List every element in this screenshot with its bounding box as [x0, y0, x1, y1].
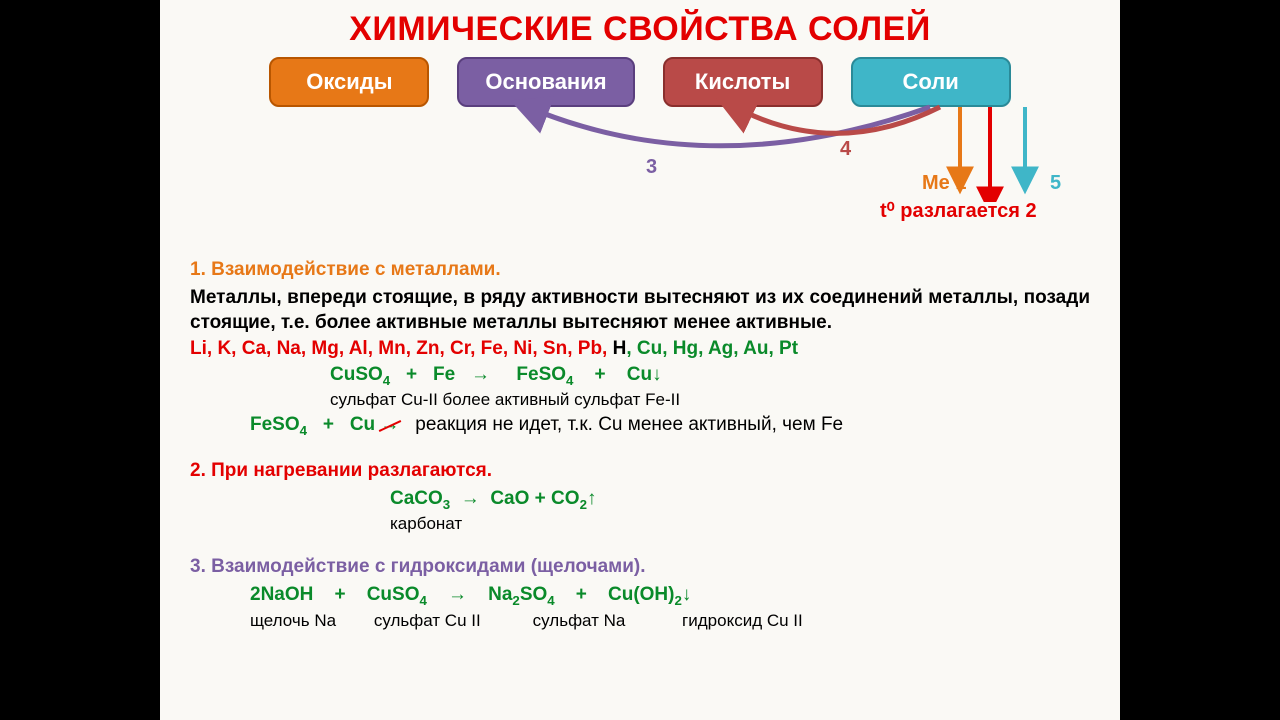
eq2-cu: Cu — [350, 414, 375, 435]
eq1-sublabels: сульфат Cu-II более активный сульфат Fe-… — [330, 389, 1090, 412]
section3-head: 3. Взаимодействие с гидроксидами (щелоча… — [190, 554, 1090, 580]
activity-series: Li, K, Ca, Na, Mg, Al, Mn, Zn, Cr, Fe, N… — [190, 336, 1090, 362]
eq4-cuso: CuSO — [367, 584, 420, 605]
label-4: 4 — [840, 138, 851, 161]
eq4-sublabels: щелочь Na сульфат Cu II сульфат Na гидро… — [250, 610, 1090, 633]
chemistry-slide: ХИМИЧЕСКИЕ СВОЙСТВА СОЛЕЙ Оксиды Основан… — [160, 0, 1120, 720]
label-3: 3 — [646, 156, 657, 179]
label-5: 5 — [1050, 172, 1061, 195]
slide-title: ХИМИЧЕСКИЕ СВОЙСТВА СОЛЕЙ — [190, 10, 1090, 49]
box-bases: Основания — [457, 57, 634, 107]
section2-head: 2. При нагревании разлагаются. — [190, 458, 1090, 484]
label-me1: Me 1 — [922, 172, 966, 195]
section1-body: Металлы, впереди стоящие, в ряду активно… — [190, 285, 1090, 336]
box-oxides: Оксиды — [269, 57, 429, 107]
eq2-rest: реакция не идет, т.к. Cu менее активный,… — [415, 414, 843, 435]
series-h: H — [613, 338, 627, 359]
eq1-feso: FeSO — [516, 364, 566, 385]
eq1-fe: Fe — [433, 364, 455, 385]
section1-head: 1. Взаимодействие с металлами. — [190, 257, 1090, 283]
eq4-so: SO — [520, 584, 547, 605]
eq3-caco: CaCO — [390, 488, 443, 509]
category-boxes: Оксиды Основания Кислоты Соли — [190, 57, 1090, 107]
equation3: CaCO3 → CaO + CO2↑ — [390, 486, 1090, 514]
series-red: Li, K, Ca, Na, Mg, Al, Mn, Zn, Cr, Fe, N… — [190, 338, 613, 359]
eq4-naoh: 2NaOH — [250, 584, 313, 605]
eq4-cuoh: Cu(OH) — [608, 584, 674, 605]
box-acids: Кислоты — [663, 57, 823, 107]
equation1: CuSO4 + Fe → FeSO4 + Cu↓ — [330, 362, 1090, 390]
equation4: 2NaOH + CuSO4 → Na2SO4 + Cu(OH)2↓ — [250, 582, 1090, 610]
content: 1. Взаимодействие с металлами. Металлы, … — [190, 257, 1090, 633]
box-salts: Соли — [851, 57, 1011, 107]
eq1-cud: Cu↓ — [627, 364, 662, 385]
eq3-prod: CaO + CO — [490, 488, 579, 509]
label-t2: t⁰ разлагается 2 — [880, 198, 1037, 223]
equation2: FeSO4 + Cu → реакция не идет, т.к. Cu ме… — [250, 412, 1090, 440]
eq2-feso: FeSO — [250, 414, 300, 435]
eq4-na: Na — [488, 584, 512, 605]
eq3-sublabel: карбонат — [390, 513, 1090, 536]
strike-arrow: → — [380, 412, 399, 438]
series-green: , Cu, Hg, Ag, Au, Pt — [626, 338, 798, 359]
eq1-cu: CuSO — [330, 364, 383, 385]
